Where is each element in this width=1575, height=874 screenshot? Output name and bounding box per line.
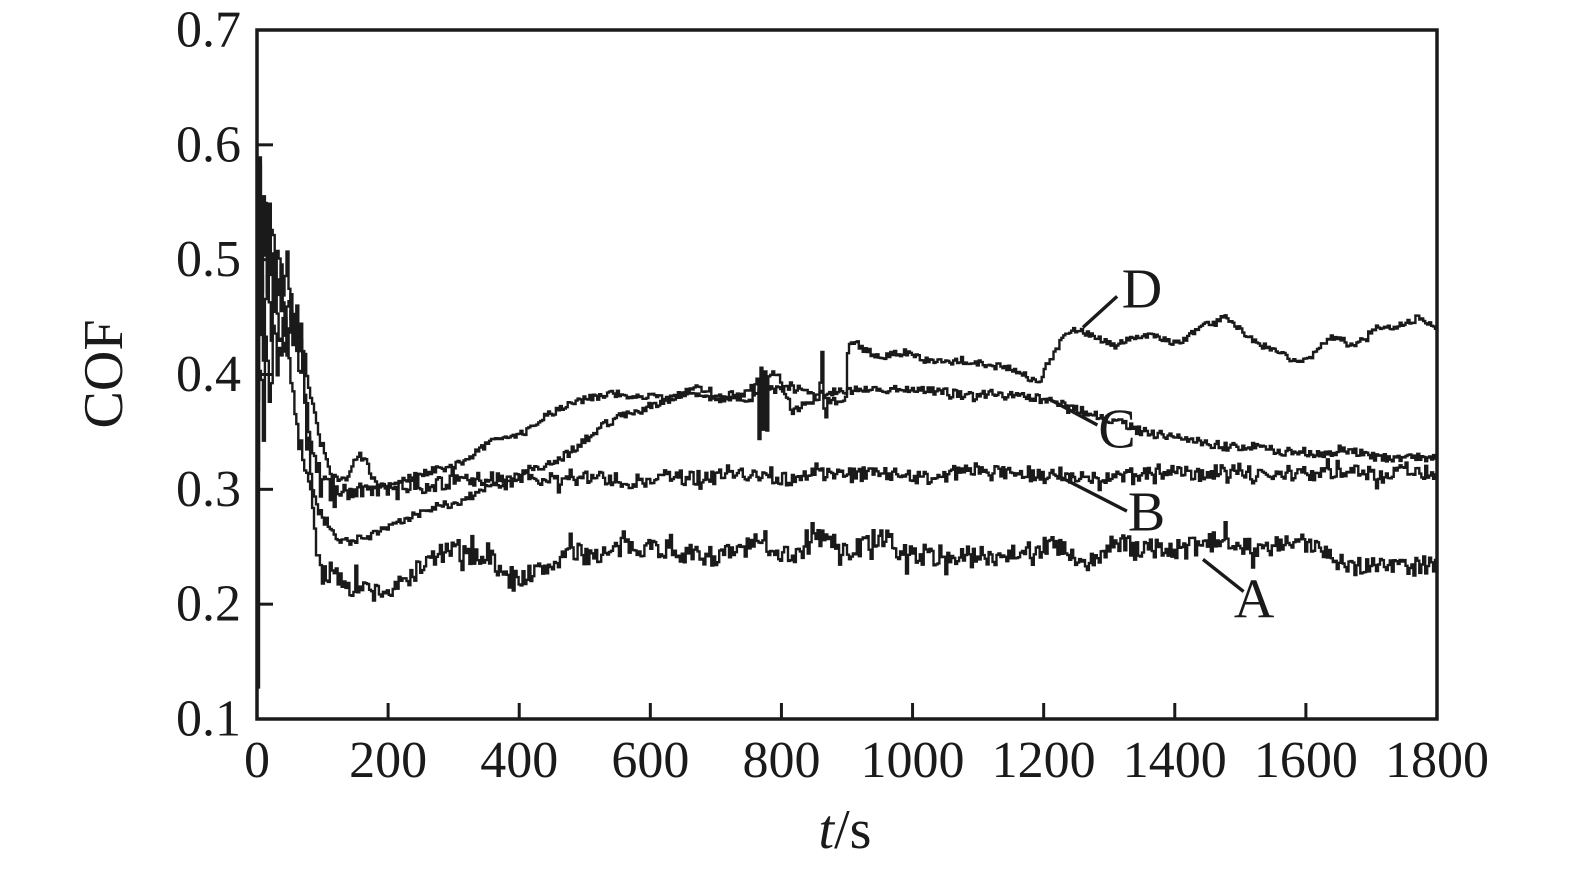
y-axis-title: COF xyxy=(73,320,135,429)
y-tick-label-0.4: 0.4 xyxy=(176,346,241,403)
x-tick-label-1000: 1000 xyxy=(861,732,965,789)
x-tick-label-600: 600 xyxy=(611,732,689,789)
x-tick-label-1600: 1600 xyxy=(1254,732,1358,789)
y-tick-label-0.3: 0.3 xyxy=(176,461,241,518)
x-tick-label-400: 400 xyxy=(480,732,558,789)
curve-B-label: B xyxy=(1128,481,1165,543)
curve-D xyxy=(257,163,1439,491)
y-tick-label-0.7: 0.7 xyxy=(176,2,241,59)
x-tick-label-200: 200 xyxy=(349,732,427,789)
curve-B xyxy=(257,156,1439,509)
curve-B-leader-line xyxy=(1061,476,1128,513)
curve-A-leader-line xyxy=(1201,558,1245,593)
x-tick-label-1800: 1800 xyxy=(1385,732,1489,789)
x-axis-title-variable: t xyxy=(819,799,836,861)
curve-C xyxy=(257,267,1439,546)
curve-C-label: C xyxy=(1098,399,1135,461)
y-tick-label-0.1: 0.1 xyxy=(176,691,241,748)
y-tick-label-0.6: 0.6 xyxy=(176,116,241,173)
x-axis-title: t/s xyxy=(819,799,872,861)
curves-layer xyxy=(257,156,1439,689)
curve-A-label: A xyxy=(1234,569,1275,631)
x-axis-title-unit: /s xyxy=(834,799,871,861)
x-tick-label-1200: 1200 xyxy=(992,732,1096,789)
curve-C-leader-line xyxy=(1047,397,1099,427)
curve-D-leader-line xyxy=(1081,295,1119,329)
y-tick-label-0.5: 0.5 xyxy=(176,231,241,288)
x-tick-label-800: 800 xyxy=(742,732,820,789)
curve-A xyxy=(257,310,1439,689)
axes-layer: 0 200 400 600 800 1000 1200 1400 1600 1800 0.1 0.2 0… xyxy=(176,2,1489,790)
curve-labels-layer: A BC D xyxy=(1047,259,1275,631)
x-tick-label-0: 0 xyxy=(244,732,270,789)
curve-D-label: D xyxy=(1122,259,1162,321)
y-tick-label-0.2: 0.2 xyxy=(176,576,241,633)
x-tick-label-1400: 1400 xyxy=(1123,732,1227,789)
